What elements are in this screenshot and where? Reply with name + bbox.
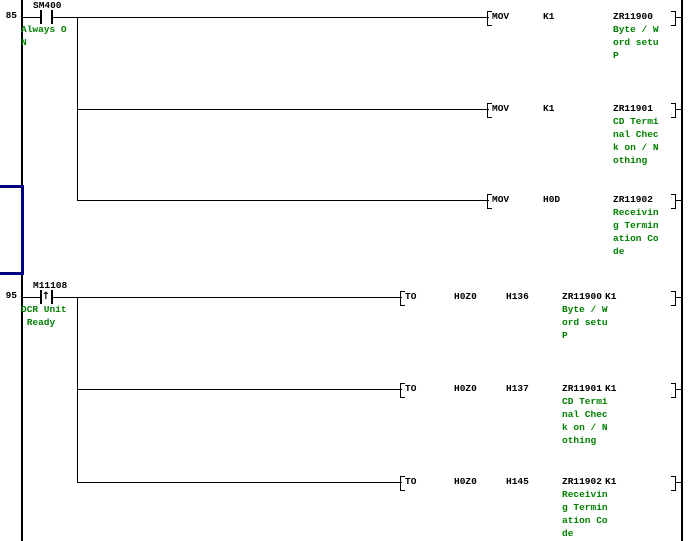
device-comment: g Termin: [562, 502, 608, 513]
right-bracket: [671, 291, 676, 306]
device-comment: de: [613, 246, 625, 257]
device-comment: k on / N: [562, 422, 608, 433]
operand: H0Z0: [454, 476, 477, 487]
operand: H145: [506, 476, 529, 487]
operand: K1: [605, 383, 617, 394]
operand: H0Z0: [454, 291, 477, 302]
operand: K1: [543, 11, 555, 22]
device-comment: othing: [562, 435, 597, 446]
left-bracket: [487, 103, 492, 118]
wire-horizontal: [77, 109, 489, 110]
contact-bar-left: [40, 290, 42, 304]
instruction-mnemonic: TO: [405, 291, 417, 302]
device-comment: CD Termi: [562, 396, 608, 407]
operand: H0Z0: [454, 383, 477, 394]
instruction-mnemonic: MOV: [492, 194, 510, 205]
wire-stub: [675, 200, 681, 201]
device-comment: Ready: [21, 317, 56, 328]
operand-device: ZR11902: [562, 476, 602, 487]
device-comment: nal Chec: [562, 409, 608, 420]
branch-wire-vertical: [77, 297, 78, 483]
operand: H137: [506, 383, 529, 394]
device-comment: othing: [613, 155, 648, 166]
device-comment: ord setu: [562, 317, 608, 328]
operand: K1: [605, 291, 617, 302]
contact-bar-left: [40, 10, 42, 24]
right-bracket: [671, 476, 676, 491]
device-comment: Byte / W: [613, 24, 659, 35]
instruction-mnemonic: MOV: [492, 103, 510, 114]
wire-stub: [675, 482, 681, 483]
contact-bar-right: [51, 10, 53, 24]
device-comment: N: [21, 37, 27, 48]
left-bracket: [400, 383, 405, 398]
operand-device: ZR11900: [562, 291, 602, 302]
device-comment: P: [562, 330, 568, 341]
right-bracket: [671, 11, 676, 26]
wire-horizontal: [77, 389, 402, 390]
device-comment: Byte / W: [562, 304, 608, 315]
wire-stub: [675, 109, 681, 110]
operand-device: ZR11900: [613, 11, 653, 22]
device-comment: Always O: [21, 24, 67, 35]
operand: H136: [506, 291, 529, 302]
device-label: M11108: [33, 280, 68, 291]
device-comment: CD Termi: [613, 116, 659, 127]
left-bracket: [400, 476, 405, 491]
device-comment: P: [613, 50, 619, 61]
instruction-mnemonic: TO: [405, 476, 417, 487]
wire-stub: [675, 297, 681, 298]
left-bracket: [487, 194, 492, 209]
device-comment: Receivin: [613, 207, 659, 218]
right-bracket: [671, 103, 676, 118]
device-comment: de: [562, 528, 574, 539]
left-bracket: [400, 291, 405, 306]
wire-horizontal: [53, 297, 402, 298]
rising-edge-arrow-icon: ↑: [41, 291, 51, 302]
operand-device: ZR11902: [613, 194, 653, 205]
device-comment: ord setu: [613, 37, 659, 48]
device-comment: nal Chec: [613, 129, 659, 140]
wire-horizontal: [22, 17, 40, 18]
wire-stub: [675, 17, 681, 18]
step-number: 95: [5, 290, 17, 301]
instruction-mnemonic: TO: [405, 383, 417, 394]
device-comment: ation Co: [613, 233, 659, 244]
operand: K1: [605, 476, 617, 487]
device-comment: ation Co: [562, 515, 608, 526]
operand: H0D: [543, 194, 561, 205]
wire-horizontal: [77, 482, 402, 483]
selection-cursor[interactable]: [0, 185, 24, 275]
device-comment: k on / N: [613, 142, 659, 153]
device-comment: Receivin: [562, 489, 608, 500]
right-bracket: [671, 194, 676, 209]
wire-stub: [675, 389, 681, 390]
device-label: SM400: [33, 0, 62, 11]
operand-device: ZR11901: [613, 103, 653, 114]
step-number: 85: [5, 10, 17, 21]
operand-device: ZR11901: [562, 383, 602, 394]
wire-horizontal: [22, 297, 40, 298]
left-bracket: [487, 11, 492, 26]
contact-bar-right: [51, 290, 53, 304]
instruction-mnemonic: MOV: [492, 11, 510, 22]
right-power-rail: [681, 0, 683, 541]
device-comment: g Termin: [613, 220, 659, 231]
right-bracket: [671, 383, 676, 398]
wire-horizontal: [77, 200, 489, 201]
operand: K1: [543, 103, 555, 114]
wire-horizontal: [53, 17, 489, 18]
device-comment: DCR Unit: [21, 304, 67, 315]
